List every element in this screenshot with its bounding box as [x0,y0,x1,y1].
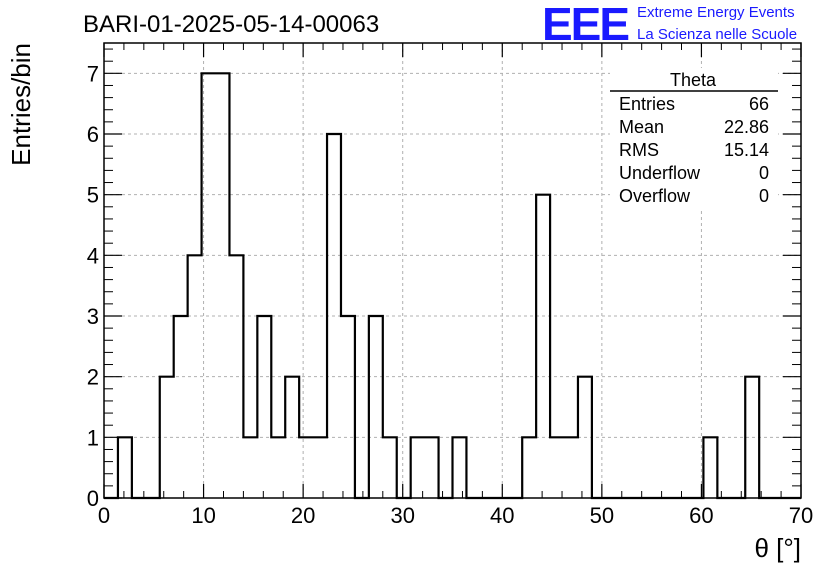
stats-value-underflow: 0 [759,163,769,183]
y-tick-label: 5 [87,183,99,208]
eee-logo-mark: EEE [542,0,628,50]
x-tick-label: 20 [291,503,315,528]
histogram-bin [174,316,188,498]
axis-tick-labels: 0 10 20 30 40 50 60 70 0 1 2 3 4 5 6 7 [87,61,813,528]
plot-frame [103,42,802,499]
y-tick-label: 1 [87,425,99,450]
histogram-bin [522,437,536,498]
histogram-bin [425,437,439,498]
logo-line-2: La Scienza nelle Scuole [637,26,797,43]
histogram-bin [369,316,383,498]
histogram-bin [341,316,355,498]
axis-ticks [103,43,802,499]
stats-label-mean: Mean [619,117,664,137]
stats-label-entries: Entries [619,94,675,114]
x-axis-title: θ [°] [754,533,801,563]
y-tick-label: 2 [87,365,99,390]
histogram-bin [118,437,132,498]
stats-value-rms: 15.14 [724,140,769,160]
stats-value-overflow: 0 [759,186,769,206]
x-tick-label: 30 [390,503,414,528]
histogram-bin [299,437,313,498]
x-tick-label: 60 [689,503,713,528]
histogram-bin [550,437,564,498]
x-tick-label: 10 [191,503,215,528]
y-tick-label: 4 [87,243,99,268]
stats-value-entries: 66 [749,94,769,114]
stats-box: Theta Entries 66 Mean 22.86 RMS 15.14 Un… [610,68,778,208]
y-tick-label: 7 [87,61,99,86]
stats-value-mean: 22.86 [724,117,769,137]
y-tick-label: 6 [87,122,99,147]
histogram-bin [271,437,285,498]
y-axis-title: Entries/bin [6,43,36,166]
stats-label-overflow: Overflow [619,186,691,206]
y-tick-label: 3 [87,304,99,329]
histogram-bin [383,437,397,498]
histogram-bin [411,437,425,498]
chart-title: BARI-01-2025-05-14-00063 [83,11,379,38]
x-tick-label: 70 [789,503,813,528]
histogram-bin [536,195,550,498]
x-tick-label: 50 [590,503,614,528]
x-tick-label: 40 [490,503,514,528]
histogram-bin [243,437,257,498]
histogram-bin [564,437,578,498]
histogram-bin [216,73,230,498]
logo: EEE Extreme Energy Events La Scienza nel… [542,0,797,50]
logo-line-1: Extreme Energy Events [637,4,795,21]
histogram-bin [313,437,327,498]
stats-label-rms: RMS [619,140,659,160]
x-tick-label: 0 [98,503,110,528]
stats-title: Theta [670,70,717,90]
stats-label-underflow: Underflow [619,163,701,183]
histogram-bin [703,437,717,498]
histogram-bin [453,437,467,498]
histogram-bin [257,316,271,498]
y-tick-label: 0 [87,486,99,511]
